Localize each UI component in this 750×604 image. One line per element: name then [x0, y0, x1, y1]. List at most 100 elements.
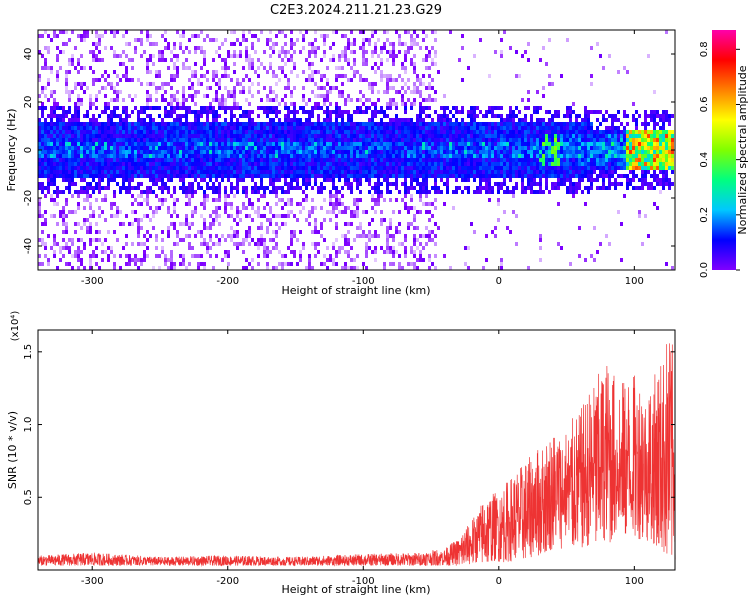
heatmap-cell: [395, 130, 398, 134]
heatmap-cell: [89, 66, 92, 70]
heatmap-cell: [509, 162, 512, 166]
heatmap-cell: [224, 138, 227, 142]
heatmap-cell: [524, 138, 527, 142]
heatmap-cell: [410, 42, 413, 46]
heatmap-cell: [131, 202, 134, 206]
heatmap-cell: [161, 134, 164, 138]
heatmap-cell: [113, 146, 116, 150]
heatmap-cell: [281, 146, 284, 150]
heatmap-cell: [458, 138, 461, 142]
heatmap-cell: [317, 162, 320, 166]
heatmap-cell: [350, 258, 353, 262]
heatmap-cell: [173, 130, 176, 134]
heatmap-cell: [341, 170, 344, 174]
heatmap-cell: [485, 146, 488, 150]
heatmap-cell: [485, 154, 488, 158]
heatmap-cell: [176, 174, 179, 178]
heatmap-cell: [140, 150, 143, 154]
heatmap-cell: [170, 254, 173, 258]
heatmap-cell: [272, 138, 275, 142]
heatmap-cell: [77, 142, 80, 146]
heatmap-cell: [47, 154, 50, 158]
heatmap-cell: [500, 182, 503, 186]
heatmap-cell: [437, 154, 440, 158]
heatmap-cell: [176, 54, 179, 58]
heatmap-cell: [296, 118, 299, 122]
heatmap-cell: [200, 110, 203, 114]
heatmap-cell: [446, 114, 449, 118]
heatmap-cell: [125, 30, 128, 34]
heatmap-cell: [521, 154, 524, 158]
heatmap-cell: [320, 174, 323, 178]
heatmap-cell: [80, 86, 83, 90]
heatmap-cell: [350, 126, 353, 130]
heatmap-cell: [212, 122, 215, 126]
heatmap-cell: [443, 150, 446, 154]
heatmap-cell: [344, 158, 347, 162]
heatmap-cell: [47, 166, 50, 170]
heatmap-cell: [272, 146, 275, 150]
heatmap-cell: [224, 70, 227, 74]
heatmap-cell: [215, 242, 218, 246]
heatmap-cell: [509, 46, 512, 50]
heatmap-cell: [38, 154, 41, 158]
heatmap-cell: [191, 122, 194, 126]
heatmap-cell: [200, 166, 203, 170]
heatmap-cell: [104, 142, 107, 146]
heatmap-cell: [146, 106, 149, 110]
heatmap-cell: [545, 126, 548, 130]
heatmap-cell: [116, 150, 119, 154]
heatmap-cell: [332, 150, 335, 154]
heatmap-cell: [50, 174, 53, 178]
heatmap-cell: [50, 94, 53, 98]
heatmap-cell: [113, 54, 116, 58]
heatmap-cell: [302, 126, 305, 130]
heatmap-cell: [194, 154, 197, 158]
heatmap-cell: [53, 142, 56, 146]
heatmap-cell: [194, 118, 197, 122]
heatmap-cell: [542, 154, 545, 158]
heatmap-cell: [491, 150, 494, 154]
heatmap-cell: [419, 122, 422, 126]
heatmap-cell: [263, 238, 266, 242]
heatmap-cell: [230, 90, 233, 94]
heatmap-cell: [86, 146, 89, 150]
heatmap-cell: [113, 254, 116, 258]
heatmap-cell: [128, 158, 131, 162]
heatmap-cell: [230, 158, 233, 162]
heatmap-cell: [146, 154, 149, 158]
heatmap-cell: [71, 194, 74, 198]
heatmap-cell: [515, 138, 518, 142]
heatmap-cell: [302, 182, 305, 186]
heatmap-cell: [539, 138, 542, 142]
heatmap-cell: [368, 150, 371, 154]
heatmap-cell: [524, 122, 527, 126]
heatmap-cell: [422, 166, 425, 170]
heatmap-cell: [311, 166, 314, 170]
heatmap-cell: [251, 66, 254, 70]
heatmap-cell: [203, 62, 206, 66]
heatmap-cell: [488, 174, 491, 178]
heatmap-cell: [92, 214, 95, 218]
heatmap-cell: [443, 110, 446, 114]
heatmap-cell: [275, 170, 278, 174]
heatmap-cell: [473, 158, 476, 162]
heatmap-cell: [92, 82, 95, 86]
heatmap-cell: [221, 130, 224, 134]
heatmap-cell: [377, 130, 380, 134]
heatmap-cell: [98, 178, 101, 182]
heatmap-cell: [260, 170, 263, 174]
heatmap-cell: [560, 138, 563, 142]
heatmap-cell: [179, 174, 182, 178]
heatmap-cell: [173, 198, 176, 202]
heatmap-cell: [44, 158, 47, 162]
heatmap-cell: [509, 142, 512, 146]
heatmap-cell: [440, 170, 443, 174]
heatmap-cell: [320, 34, 323, 38]
heatmap-cell: [401, 66, 404, 70]
heatmap-cell: [539, 166, 542, 170]
heatmap-cell: [251, 186, 254, 190]
heatmap-cell: [185, 150, 188, 154]
heatmap-cell: [434, 146, 437, 150]
heatmap-cell: [167, 210, 170, 214]
